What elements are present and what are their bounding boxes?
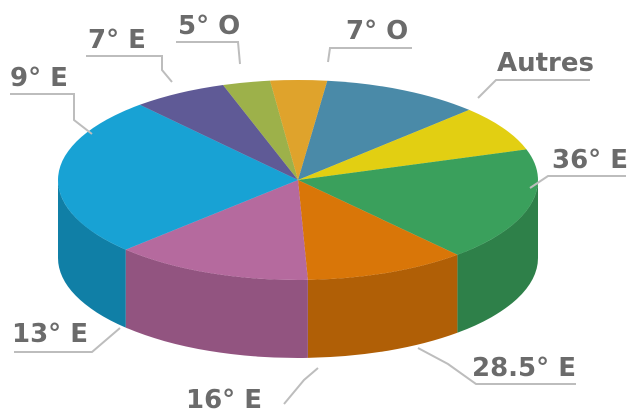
slice-label-285e: 28.5° E — [472, 353, 576, 383]
slice-label-36e: 36° E — [552, 145, 628, 175]
leader-line-5o — [176, 41, 241, 65]
pie-slice-9-e — [139, 85, 298, 180]
pie-side-28-5-e — [307, 254, 458, 358]
leader-line-7o — [327, 47, 412, 63]
leader-line-285e — [417, 347, 576, 385]
leader-line-7e — [86, 55, 173, 83]
pie-slice-16-e — [125, 180, 308, 281]
slice-label-autres: Autres — [497, 48, 594, 78]
pie-slice-36-e — [298, 149, 538, 255]
slice-label-7o: 7° O — [346, 16, 408, 46]
slice-label-5o: 5° O — [178, 11, 240, 41]
leader-line-9e — [10, 93, 93, 135]
pie-side-16-e — [125, 249, 308, 359]
pie-slice-13-e — [58, 104, 298, 250]
slice-label-7e: 7° E — [88, 25, 146, 55]
slice-label-16e: 16° E — [186, 385, 262, 414]
pie-side-36-e — [457, 180, 538, 333]
slice-label-13e: 13° E — [12, 319, 88, 349]
slice-label-9e: 9° E — [10, 63, 68, 93]
pie-slice-28-5-e — [298, 180, 458, 280]
leader-line-36e — [529, 175, 626, 189]
pie-slice-7-e — [223, 80, 298, 180]
pie-slice-5-o — [270, 79, 328, 180]
pie-slice-autres — [298, 109, 527, 180]
pie-slice-7-o — [298, 80, 470, 180]
leader-line-13e — [14, 327, 121, 353]
pie-tops — [58, 79, 538, 281]
leader-line-autres — [477, 79, 590, 99]
leader-lines — [10, 41, 626, 405]
pie-sides — [58, 180, 538, 359]
pie-side-13-e — [58, 180, 126, 328]
leader-line-16e — [283, 367, 319, 405]
slice-labels: 7° O Autres 36° E 28.5° E 16° E 13° E 9°… — [10, 11, 628, 414]
